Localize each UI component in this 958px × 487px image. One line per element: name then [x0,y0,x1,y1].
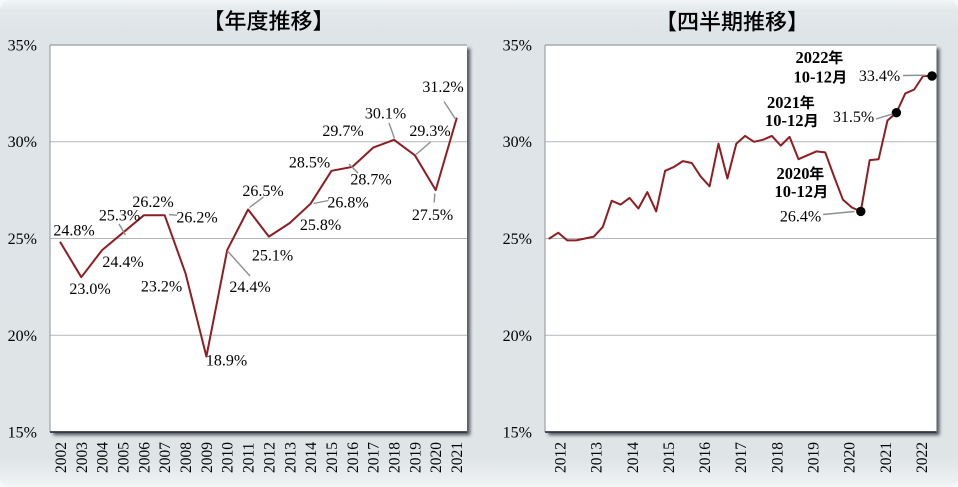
svg-text:15%: 15% [8,425,37,442]
svg-text:26.4%: 26.4% [780,209,821,226]
svg-text:28.5%: 28.5% [289,155,330,172]
svg-text:2002: 2002 [53,442,70,473]
svg-text:2020: 2020 [777,164,810,183]
svg-text:24.4%: 24.4% [102,254,143,271]
svg-text:2021: 2021 [878,442,895,473]
svg-text:30%: 30% [503,134,532,151]
svg-text:2016: 2016 [345,442,362,473]
svg-text:10-12: 10-12 [794,68,833,87]
svg-text:2018: 2018 [769,442,786,473]
svg-text:2011: 2011 [241,443,258,473]
svg-text:31.2%: 31.2% [422,79,463,96]
svg-text:2003: 2003 [74,442,91,473]
svg-text:2012: 2012 [553,442,570,473]
svg-text:25%: 25% [8,231,37,248]
svg-text:2015: 2015 [324,442,341,473]
svg-text:2013: 2013 [589,442,606,473]
svg-text:25.1%: 25.1% [252,248,293,265]
svg-text:35%: 35% [503,38,532,55]
svg-text:33.4%: 33.4% [859,68,900,85]
svg-text:2006: 2006 [136,442,153,473]
svg-text:29.7%: 29.7% [322,123,363,140]
svg-text:2007: 2007 [157,442,174,473]
svg-text:30.1%: 30.1% [365,106,406,123]
svg-text:23.0%: 23.0% [69,281,110,298]
svg-text:2014: 2014 [303,442,320,473]
svg-text:26.2%: 26.2% [176,210,217,227]
svg-text:31.5%: 31.5% [833,109,874,126]
svg-text:2012: 2012 [261,442,278,473]
svg-text:2010: 2010 [220,442,237,473]
svg-text:2020: 2020 [842,442,859,473]
svg-text:2021: 2021 [449,442,466,473]
svg-text:2014: 2014 [625,442,642,473]
svg-text:25%: 25% [503,231,532,248]
svg-text:27.5%: 27.5% [412,207,453,224]
svg-text:2018: 2018 [387,442,404,473]
svg-text:2021: 2021 [767,93,800,112]
svg-text:2013: 2013 [282,442,299,473]
svg-text:2022: 2022 [796,48,829,67]
svg-text:2008: 2008 [178,442,195,473]
svg-text:2004: 2004 [95,442,112,473]
svg-text:18.9%: 18.9% [206,353,247,370]
svg-text:20%: 20% [8,328,37,345]
svg-text:26.8%: 26.8% [327,195,368,212]
svg-text:2017: 2017 [366,442,383,473]
svg-text:2016: 2016 [697,442,714,473]
svg-text:2022: 2022 [914,442,931,473]
svg-text:2019: 2019 [806,442,823,473]
svg-text:2005: 2005 [116,442,133,473]
svg-text:10-12: 10-12 [775,182,814,201]
svg-text:24.8%: 24.8% [53,223,94,240]
svg-text:2019: 2019 [407,442,424,473]
svg-text:2017: 2017 [733,442,750,473]
svg-text:10-12: 10-12 [765,111,804,130]
svg-text:24.4%: 24.4% [229,279,270,296]
svg-text:28.7%: 28.7% [350,172,391,189]
svg-text:25.3%: 25.3% [99,208,140,225]
svg-text:2009: 2009 [199,442,216,473]
svg-text:26.5%: 26.5% [242,183,283,200]
svg-text:29.3%: 29.3% [409,123,450,140]
svg-text:25.8%: 25.8% [300,217,341,234]
svg-text:2020: 2020 [428,442,445,473]
svg-text:30%: 30% [8,134,37,151]
svg-text:23.2%: 23.2% [141,279,182,296]
svg-text:2015: 2015 [661,442,678,473]
svg-text:20%: 20% [503,328,532,345]
svg-text:15%: 15% [503,425,532,442]
svg-text:26.2%: 26.2% [132,194,173,211]
svg-text:35%: 35% [8,38,37,55]
